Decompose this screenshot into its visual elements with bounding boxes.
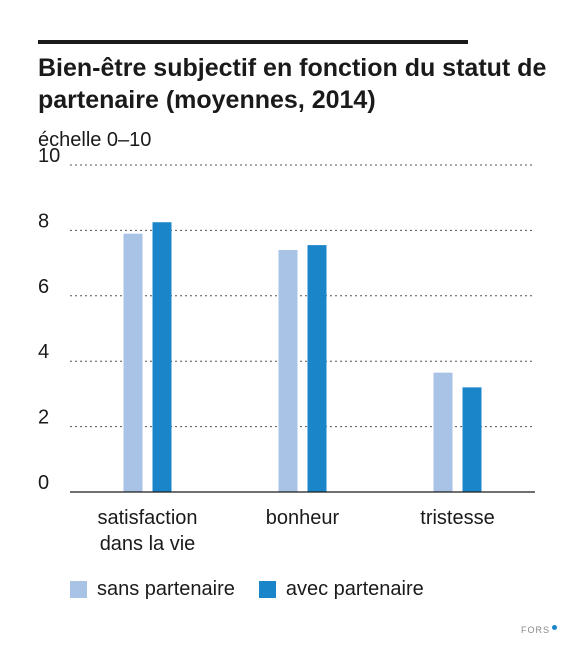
x-category-label-1: bonheur [266, 507, 340, 529]
legend-item-avec-partenaire: avec partenaire [258, 578, 424, 601]
chart-title: Bien-être subjectif en fonction du statu… [38, 54, 547, 114]
x-category-label-0: satisfaction [97, 507, 197, 529]
legend-swatch-avec-partenaire [258, 581, 276, 598]
x-category-label-2: tristesse [420, 507, 494, 529]
bar-sans-partenaire-1 [278, 250, 298, 492]
brand-logo: FORS [521, 625, 557, 635]
legend-label-sans-partenaire: sans partenaire [97, 578, 235, 600]
y-tick-label-4: 4 [38, 341, 49, 363]
y-tick-label-2: 2 [38, 407, 49, 429]
x-category-label-0-line2: dans la vie [100, 533, 196, 555]
y-axis-label: échelle 0–10 [38, 129, 151, 151]
bar-avec-partenaire-0 [152, 222, 172, 492]
legend-label-avec-partenaire: avec partenaire [285, 578, 424, 600]
y-tick-label-0: 0 [38, 472, 49, 494]
bar-sans-partenaire-2 [433, 372, 453, 492]
bar-avec-partenaire-1 [307, 245, 327, 492]
brand-dot-icon [552, 625, 557, 630]
y-tick-label-8: 8 [38, 210, 49, 232]
legend-item-sans-partenaire: sans partenaire [70, 578, 235, 601]
bar-sans-partenaire-0 [123, 233, 143, 493]
legend-swatch-sans-partenaire [70, 581, 87, 598]
title-rule [38, 40, 468, 44]
legend: sans partenaire avec partenaire [70, 578, 448, 601]
y-tick-label-6: 6 [38, 276, 49, 298]
y-tick-label-10: 10 [38, 145, 60, 167]
brand-text: FORS [520, 625, 550, 635]
bar-avec-partenaire-2 [462, 387, 482, 492]
